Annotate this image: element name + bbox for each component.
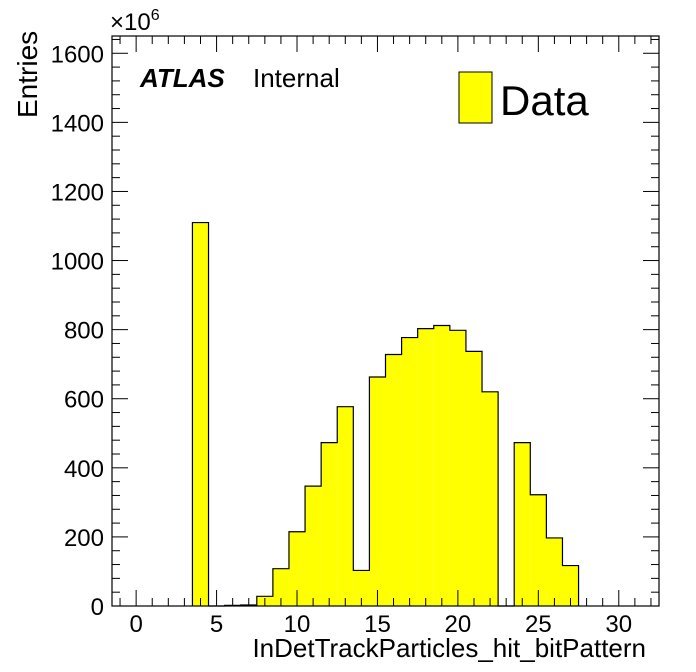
histogram-bar — [272, 568, 289, 606]
bars-group — [191, 221, 580, 607]
histogram-bar — [288, 531, 306, 606]
x-tick-label: 20 — [445, 611, 472, 638]
y-axis-label: Entries — [12, 31, 43, 118]
atlas-status-label: Internal — [253, 63, 340, 93]
histogram-bar — [192, 222, 209, 606]
atlas-label: ATLAS — [139, 63, 225, 93]
histogram-bar — [385, 354, 402, 606]
legend-swatch — [458, 71, 493, 124]
histogram-outline — [191, 221, 580, 607]
histogram-bar — [482, 391, 499, 606]
histogram-bar — [321, 442, 338, 606]
histogram-bar — [530, 494, 547, 606]
histogram-bar — [305, 486, 322, 606]
x-tick-label: 5 — [210, 611, 223, 638]
histogram-bar — [433, 325, 450, 606]
histogram-bar — [514, 442, 531, 606]
x-tick-label: 30 — [605, 611, 632, 638]
y-multiplier-label: ×106 — [110, 7, 160, 36]
histogram-bar — [401, 337, 418, 606]
y-multiplier-base: ×10 — [110, 9, 151, 36]
y-tick-label: 0 — [91, 594, 104, 621]
y-tick-label: 200 — [64, 525, 104, 552]
histogram-bar — [546, 537, 563, 606]
y-multiplier-exponent: 6 — [151, 7, 160, 24]
plot-frame — [111, 35, 660, 607]
legend-label: Data — [500, 77, 589, 124]
histogram-bar — [369, 376, 386, 606]
tick-labels-group: 0 5 10 15 20 25 30 0 200 400 600 800 1000 1200 1400 160… — [51, 41, 633, 638]
y-tick-label: 1600 — [51, 41, 104, 68]
histogram-bar — [417, 328, 434, 606]
x-tick-label: 25 — [525, 611, 552, 638]
y-tick-label: 600 — [64, 387, 104, 414]
y-tick-label: 800 — [64, 318, 104, 345]
histogram-bar — [337, 406, 354, 606]
y-tick-label: 1400 — [51, 110, 104, 137]
x-tick-label: 10 — [284, 611, 311, 638]
histogram-bar — [449, 330, 466, 606]
x-tick-label: 15 — [364, 611, 391, 638]
histogram-bar — [562, 565, 579, 606]
x-tick-label: 0 — [129, 611, 142, 638]
y-tick-label: 1200 — [51, 179, 104, 206]
y-tick-label: 400 — [64, 456, 104, 483]
histogram-bar — [465, 351, 483, 606]
y-tick-label: 1000 — [51, 249, 104, 276]
x-axis-label: InDetTrackParticles_hit_bitPattern — [252, 633, 646, 663]
histogram-bar — [353, 570, 370, 606]
axis-ticks-group — [112, 36, 659, 607]
